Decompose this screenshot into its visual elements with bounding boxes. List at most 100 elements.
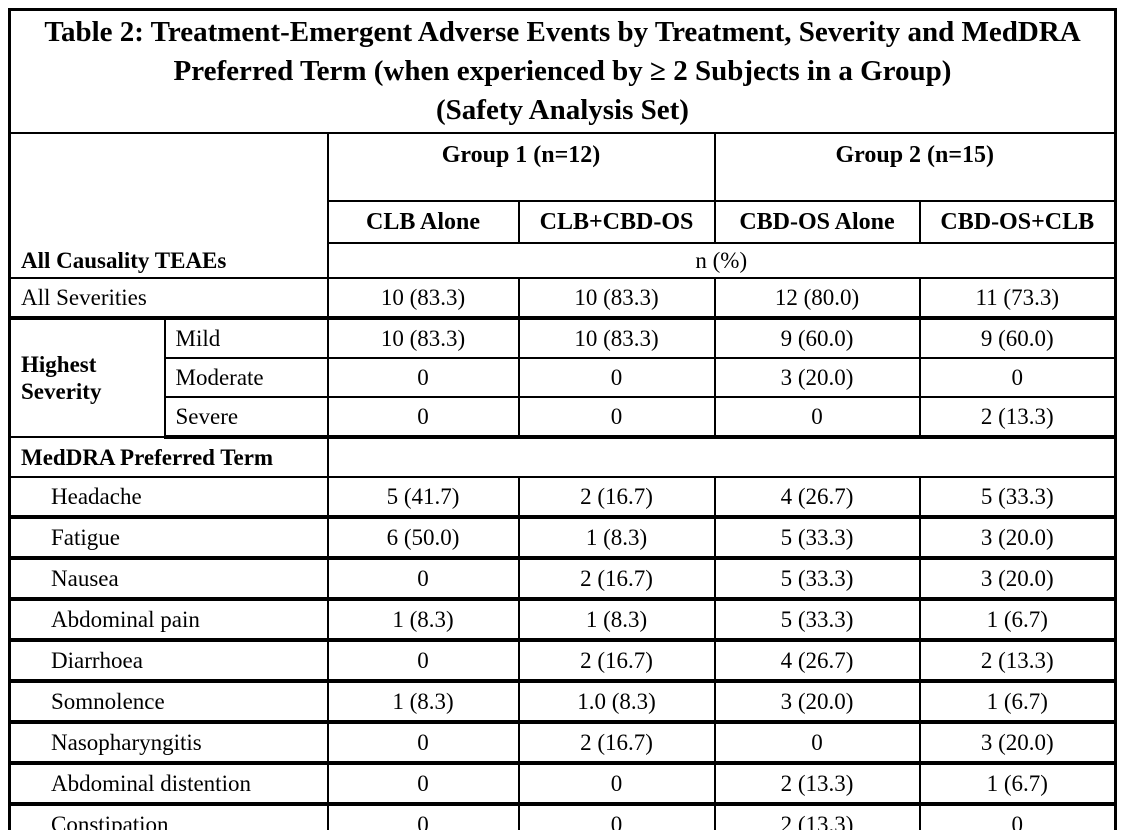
value-cell: 1 (6.7) [918,598,1117,642]
value-cell: 1 (8.3) [326,598,520,642]
severity-label-moderate: Moderate [163,357,329,398]
value-cell: 0 [918,357,1117,398]
col-header-cbdos-clb: CBD-OS+CLB [918,200,1117,244]
row-abdominal-pain: Abdominal pain 1 (8.3) 1 (8.3) 5 (33.3) … [8,598,1117,642]
meddra-section-label: MedDRA Preferred Term [8,436,329,478]
value-cell: 4 (26.7) [713,639,921,683]
row-severity-mild: Highest Severity Mild 10 (83.3) 10 (83.3… [8,317,1117,438]
unit-label: n (%) [326,242,1117,279]
value-cell: 0 [326,762,520,806]
event-label: Fatigue [8,516,329,560]
value-cell: 0 [517,396,716,439]
value-cell: 0 [326,803,520,830]
highest-severity-label: Highest Severity [8,317,166,438]
value-cell: 4 (26.7) [713,476,921,519]
value-cell: 0 [326,639,520,683]
value-cell: 0 [326,721,520,765]
row-label-all-severities: All Severities [8,277,329,320]
value-cell: 2 (16.7) [517,639,716,683]
event-label: Constipation [8,803,329,830]
value-cell: 2 (13.3) [713,762,921,806]
row-severity-moderate: Moderate 0 0 3 (20.0) 0 [10,357,1117,398]
value-cell: 2 (13.3) [918,639,1117,683]
group-header-row: All Causality TEAEs Group 1 (n=12) Group… [8,132,1117,279]
value-cell: 1 (8.3) [517,516,716,560]
event-label: Headache [8,476,329,519]
row-somnolence: Somnolence 1 (8.3) 1.0 (8.3) 3 (20.0) 1 … [8,680,1117,724]
value-cell: 9 (60.0) [713,317,921,359]
event-label: Abdominal pain [8,598,329,642]
value-cell: 10 (83.3) [517,317,716,359]
row-fatigue: Fatigue 6 (50.0) 1 (8.3) 5 (33.3) 3 (20.… [8,516,1117,560]
row-meddra-section: MedDRA Preferred Term [8,436,1117,478]
value-cell: 3 (20.0) [713,680,921,724]
value-cell: 12 (80.0) [713,277,921,320]
value-cell: 0 [918,803,1117,830]
event-label: Diarrhoea [8,639,329,683]
value-cell: 11 (73.3) [918,277,1117,320]
value-cell: 0 [326,357,520,398]
value-cell: 0 [713,396,921,439]
value-cell: 5 (33.3) [918,476,1117,519]
table-title-line2: Preferred Term (when experienced by ≥ 2 … [173,55,952,87]
title-row: Table 2: Treatment-Emergent Adverse Even… [8,8,1117,134]
col-header-cbdos-alone: CBD-OS Alone [713,200,921,244]
value-cell: 0 [517,803,716,830]
value-cell: 0 [517,762,716,806]
table-title: Table 2: Treatment-Emergent Adverse Even… [8,8,1117,134]
value-cell: 3 (20.0) [918,557,1117,601]
meddra-section-spacer [326,436,1117,478]
row-severity-severe: Severe 0 0 0 2 (13.3) [10,396,1117,439]
value-cell: 3 (20.0) [713,357,921,398]
row-nausea: Nausea 0 2 (16.7) 5 (33.3) 3 (20.0) [8,557,1117,601]
value-cell: 3 (20.0) [918,721,1117,765]
value-cell: 0 [713,721,921,765]
adverse-events-table: Table 2: Treatment-Emergent Adverse Even… [8,8,1117,830]
value-cell: 1 (8.3) [517,598,716,642]
row-constipation: Constipation 0 0 2 (13.3) 0 [8,803,1117,830]
value-cell: 1.0 (8.3) [517,680,716,724]
value-cell: 3 (20.0) [918,516,1117,560]
value-cell: 1 (8.3) [326,680,520,724]
row-diarrhoea: Diarrhoea 0 2 (16.7) 4 (26.7) 2 (13.3) [8,639,1117,683]
event-label: Nausea [8,557,329,601]
table-title-line3: (Safety Analysis Set) [436,94,689,126]
value-cell: 0 [517,357,716,398]
treatment-header-row: CLB Alone CLB+CBD-OS CBD-OS Alone CBD-OS… [10,200,1117,244]
value-cell: 10 (83.3) [517,277,716,320]
value-cell: 6 (50.0) [326,516,520,560]
event-label: Somnolence [8,680,329,724]
value-cell: 10 (83.3) [326,317,520,359]
value-cell: 5 (33.3) [713,516,921,560]
value-cell: 5 (33.3) [713,557,921,601]
group2-header: Group 2 (n=15) [713,132,1117,202]
value-cell: 2 (16.7) [517,721,716,765]
value-cell: 2 (16.7) [517,557,716,601]
all-causality-label: All Causality TEAEs [8,132,329,279]
value-cell: 9 (60.0) [918,317,1117,359]
value-cell: 2 (13.3) [713,803,921,830]
value-cell: 2 (16.7) [517,476,716,519]
severity-label-mild: Mild [163,317,329,359]
value-cell: 2 (13.3) [918,396,1117,439]
row-abdominal-distention: Abdominal distention 0 0 2 (13.3) 1 (6.7… [8,762,1117,806]
value-cell: 1 (6.7) [918,762,1117,806]
value-cell: 5 (33.3) [713,598,921,642]
row-headache: Headache 5 (41.7) 2 (16.7) 4 (26.7) 5 (3… [8,476,1117,519]
value-cell: 1 (6.7) [918,680,1117,724]
row-nasopharyngitis: Nasopharyngitis 0 2 (16.7) 0 3 (20.0) [8,721,1117,765]
event-label: Abdominal distention [8,762,329,806]
col-header-clb-alone: CLB Alone [326,200,520,244]
row-all-severities: All Severities 10 (83.3) 10 (83.3) 12 (8… [8,277,1117,320]
value-cell: 0 [326,396,520,439]
value-cell: 0 [326,557,520,601]
severity-label-severe: Severe [163,396,329,439]
group1-header: Group 1 (n=12) [326,132,716,202]
event-label: Nasopharyngitis [8,721,329,765]
value-cell: 10 (83.3) [326,277,520,320]
col-header-clb-cbdos: CLB+CBD-OS [517,200,716,244]
table-title-line1: Table 2: Treatment-Emergent Adverse Even… [44,16,1081,48]
unit-row: n (%) [10,242,1117,279]
value-cell: 5 (41.7) [326,476,520,519]
